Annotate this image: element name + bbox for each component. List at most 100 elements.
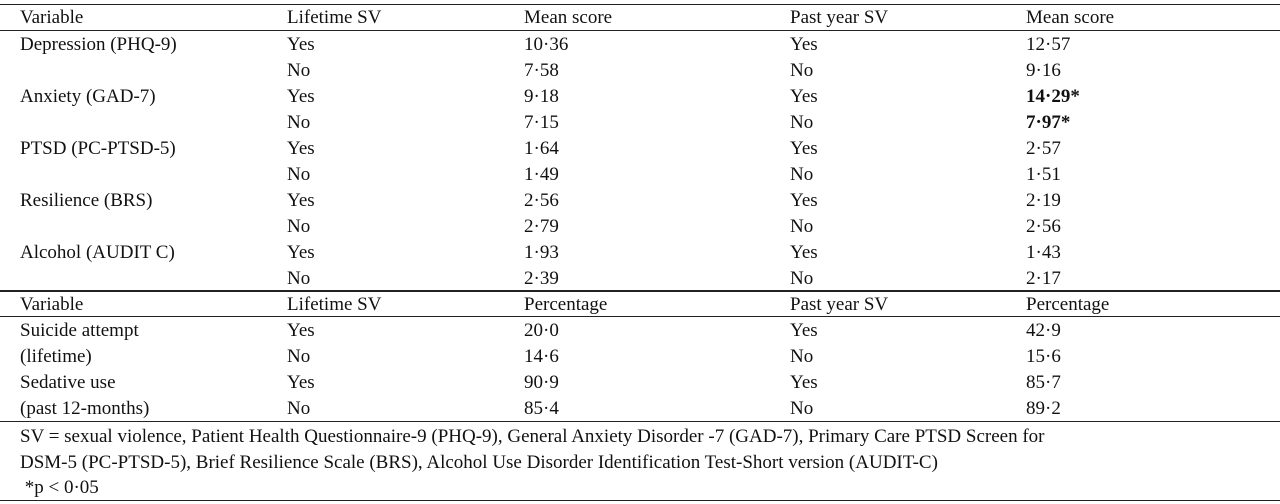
table-row: (lifetime) No 14·6 No 15·6 xyxy=(0,343,1280,369)
percentage-cell: 85·7 xyxy=(1026,372,1061,393)
section-divider-rule xyxy=(0,290,1280,292)
percentage-cell: 85·4 xyxy=(524,398,559,419)
header-variable: Variable xyxy=(20,294,84,315)
variable-cell: (past 12-months) xyxy=(20,398,150,419)
mean-score-cell: 1·49 xyxy=(524,164,559,185)
table-row: No 7·15 No 7·97* xyxy=(0,109,1280,135)
lifetime-sv-cell: No xyxy=(287,164,311,185)
mean-score-cell: 7·58 xyxy=(524,60,559,81)
lifetime-sv-cell: No xyxy=(287,60,311,81)
table-top-rule xyxy=(0,4,1280,5)
percentage-cell: 42·9 xyxy=(1026,320,1061,341)
table-row: Suicide attempt Yes 20·0 Yes 42·9 xyxy=(0,317,1280,343)
table-bottom-rule xyxy=(0,500,1280,501)
header-mean-score-past-year: Mean score xyxy=(1026,7,1115,28)
table-header-row: Variable Lifetime SV Percentage Past yea… xyxy=(0,291,1280,317)
mean-score-cell: 1·43 xyxy=(1026,242,1061,263)
past-year-sv-cell: No xyxy=(790,216,814,237)
past-year-sv-cell: Yes xyxy=(790,242,818,263)
lifetime-sv-cell: Yes xyxy=(287,242,315,263)
lifetime-sv-cell: No xyxy=(287,268,311,289)
percentage-cell: 15·6 xyxy=(1026,346,1061,367)
mean-score-cell: 10·36 xyxy=(524,34,569,55)
lifetime-sv-cell: No xyxy=(287,216,311,237)
past-year-sv-cell: No xyxy=(790,268,814,289)
mean-score-cell: 12·57 xyxy=(1026,34,1071,55)
footnote-abbreviations-line-2: DSM-5 (PC-PTSD-5), Brief Resilience Scal… xyxy=(20,452,938,473)
lifetime-sv-cell: No xyxy=(287,398,311,419)
table-row: Anxiety (GAD-7) Yes 9·18 Yes 14·29* xyxy=(0,83,1280,109)
mean-score-cell: 2·56 xyxy=(524,190,559,211)
mean-score-cell: 2·17 xyxy=(1026,268,1061,289)
variable-cell: Sedative use xyxy=(20,372,116,393)
table-row: Resilience (BRS) Yes 2·56 Yes 2·19 xyxy=(0,187,1280,213)
variable-cell: PTSD (PC-PTSD-5) xyxy=(20,138,176,159)
past-year-sv-cell: No xyxy=(790,60,814,81)
footnote-significance: *p < 0·05 xyxy=(20,477,99,498)
table-row: No 1·49 No 1·51 xyxy=(0,161,1280,187)
table-row: Sedative use Yes 90·9 Yes 85·7 xyxy=(0,369,1280,395)
significant-mean-score-cell: 7·97* xyxy=(1026,112,1071,133)
variable-cell: Depression (PHQ-9) xyxy=(20,34,177,55)
past-year-sv-cell: Yes xyxy=(790,190,818,211)
header-past-year-sv: Past year SV xyxy=(790,7,889,28)
header-percentage-past-year: Percentage xyxy=(1026,294,1110,315)
lifetime-sv-cell: Yes xyxy=(287,190,315,211)
lifetime-sv-cell: Yes xyxy=(287,86,315,107)
table-row: Alcohol (AUDIT C) Yes 1·93 Yes 1·43 xyxy=(0,239,1280,265)
mean-score-cell: 9·16 xyxy=(1026,60,1061,81)
table-row: No 2·39 No 2·17 xyxy=(0,265,1280,291)
past-year-sv-cell: Yes xyxy=(790,86,818,107)
past-year-sv-cell: Yes xyxy=(790,372,818,393)
lifetime-sv-cell: Yes xyxy=(287,372,315,393)
footnote-rule xyxy=(0,421,1280,422)
table-row: Depression (PHQ-9) Yes 10·36 Yes 12·57 xyxy=(0,31,1280,57)
mean-score-cell: 7·15 xyxy=(524,112,559,133)
table-row: PTSD (PC-PTSD-5) Yes 1·64 Yes 2·57 xyxy=(0,135,1280,161)
lifetime-sv-cell: Yes xyxy=(287,34,315,55)
past-year-sv-cell: No xyxy=(790,112,814,133)
percentage-cell: 14·6 xyxy=(524,346,559,367)
past-year-sv-cell: Yes xyxy=(790,320,818,341)
header-variable: Variable xyxy=(20,7,84,28)
header-past-year-sv: Past year SV xyxy=(790,294,889,315)
variable-cell: Alcohol (AUDIT C) xyxy=(20,242,175,263)
mean-score-cell: 2·19 xyxy=(1026,190,1061,211)
lifetime-sv-cell: No xyxy=(287,346,311,367)
header-lifetime-sv: Lifetime SV xyxy=(287,294,382,315)
header-rule xyxy=(0,316,1280,317)
header-rule xyxy=(0,30,1280,31)
table-row: No 2·79 No 2·56 xyxy=(0,213,1280,239)
percentage-cell: 89·2 xyxy=(1026,398,1061,419)
table-row: No 7·58 No 9·16 xyxy=(0,57,1280,83)
header-mean-score-lifetime: Mean score xyxy=(524,7,613,28)
footnote-abbreviations-line-1: SV = sexual violence, Patient Health Que… xyxy=(20,426,1045,447)
variable-cell: Suicide attempt xyxy=(20,320,139,341)
mean-score-cell: 1·64 xyxy=(524,138,559,159)
variable-cell: Resilience (BRS) xyxy=(20,190,153,211)
mean-score-cell: 1·93 xyxy=(524,242,559,263)
percentage-cell: 20·0 xyxy=(524,320,559,341)
past-year-sv-cell: Yes xyxy=(790,34,818,55)
past-year-sv-cell: No xyxy=(790,346,814,367)
variable-cell: (lifetime) xyxy=(20,346,92,367)
lifetime-sv-cell: No xyxy=(287,112,311,133)
past-year-sv-cell: No xyxy=(790,164,814,185)
lifetime-sv-cell: Yes xyxy=(287,320,315,341)
significant-mean-score-cell: 14·29* xyxy=(1026,86,1080,107)
mean-score-cell: 2·79 xyxy=(524,216,559,237)
header-percentage-lifetime: Percentage xyxy=(524,294,608,315)
mean-score-cell: 2·56 xyxy=(1026,216,1061,237)
header-lifetime-sv: Lifetime SV xyxy=(287,7,382,28)
variable-cell: Anxiety (GAD-7) xyxy=(20,86,156,107)
past-year-sv-cell: Yes xyxy=(790,138,818,159)
mean-score-cell: 2·39 xyxy=(524,268,559,289)
mean-score-cell: 1·51 xyxy=(1026,164,1061,185)
table-header-row: Variable Lifetime SV Mean score Past yea… xyxy=(0,4,1280,30)
past-year-sv-cell: No xyxy=(790,398,814,419)
mean-score-cell: 9·18 xyxy=(524,86,559,107)
lifetime-sv-cell: Yes xyxy=(287,138,315,159)
table-row: (past 12-months) No 85·4 No 89·2 xyxy=(0,395,1280,421)
mean-score-cell: 2·57 xyxy=(1026,138,1061,159)
